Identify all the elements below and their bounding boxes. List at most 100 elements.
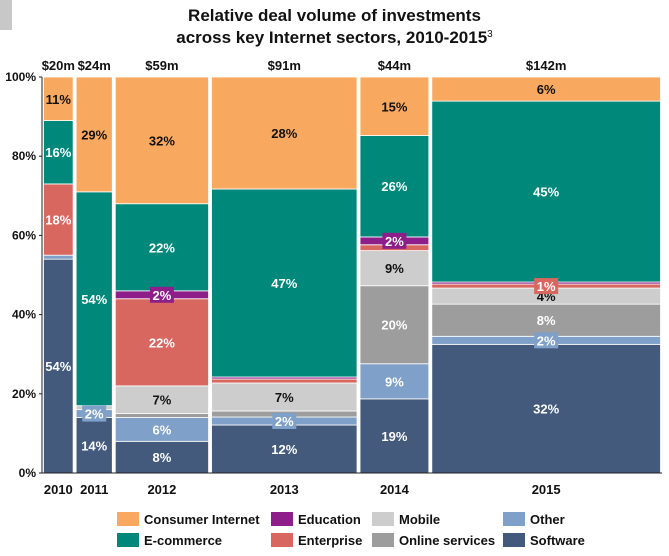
segment-enterprise-2012	[114, 298, 209, 387]
label-badge-other-2013	[272, 413, 297, 429]
segment-e-commerce-2015	[431, 100, 661, 283]
value-label-software-2015: 32%	[533, 402, 559, 417]
value-label-e-commerce-2010: 16%	[45, 145, 71, 160]
legend-swatch-software	[503, 533, 525, 547]
segment-mobile-2013	[211, 382, 358, 412]
legend-swatch-consumer-internet	[117, 512, 139, 526]
legend-swatch-e-commerce	[117, 533, 139, 547]
value-label-other-2012: 6%	[153, 422, 172, 437]
value-label-enterprise-2015: 1%	[537, 279, 556, 294]
column-total-2015: $142m	[526, 58, 566, 73]
title-footnote: 3	[487, 29, 493, 40]
segment-other-2014	[359, 363, 430, 400]
legend-label-software: Software	[530, 533, 585, 548]
segment-mobile-2014	[359, 250, 430, 287]
value-label-other-2014: 9%	[385, 374, 404, 389]
value-label-software-2010: 54%	[45, 359, 71, 374]
value-label-consumer-internet-2010: 11%	[46, 92, 72, 107]
value-label-enterprise-2010: 18%	[45, 213, 71, 228]
legend-label-other: Other	[530, 512, 565, 527]
legend-label-mobile: Mobile	[399, 512, 440, 527]
legend-label-enterprise: Enterprise	[298, 533, 362, 548]
segment-enterprise-2013	[211, 378, 358, 384]
segment-online-services-2015	[431, 303, 661, 337]
value-label-enterprise-2012: 22%	[149, 335, 175, 350]
legend-swatch-education	[271, 512, 293, 526]
value-label-other-2011: 2%	[85, 407, 104, 422]
segment-mobile-2012	[114, 385, 209, 415]
value-label-e-commerce-2011: 54%	[81, 292, 107, 307]
value-label-mobile-2013: 7%	[275, 390, 294, 405]
value-label-consumer-internet-2011: 29%	[81, 127, 107, 142]
column-total-2010: $20m	[42, 58, 75, 73]
value-label-consumer-internet-2015: 6%	[537, 82, 556, 97]
segment-consumer-internet-2013	[211, 76, 358, 190]
value-label-e-commerce-2012: 22%	[149, 240, 175, 255]
column-total-2011: $24m	[78, 58, 111, 73]
value-label-mobile-2014: 9%	[385, 261, 404, 276]
segment-consumer-internet-2012	[114, 76, 209, 205]
label-badge-other-2011	[82, 405, 107, 422]
x-tick-label-2011: 2011	[80, 482, 108, 497]
segment-software-2013	[211, 424, 358, 474]
x-tick-label-2013: 2013	[270, 482, 299, 497]
y-tick-label: 40%	[12, 308, 36, 322]
legend-swatch-online-services	[372, 533, 394, 547]
value-label-software-2012: 8%	[153, 450, 172, 465]
value-label-online-services-2015: 8%	[537, 313, 556, 328]
legend-swatch-enterprise	[271, 533, 293, 547]
segment-e-commerce-2013	[211, 188, 358, 378]
label-badge-other-2015	[534, 332, 559, 349]
value-label-other-2013: 2%	[275, 414, 294, 429]
x-tick-label-2010: 2010	[44, 482, 73, 497]
column-total-2013: $91m	[268, 58, 301, 73]
segment-enterprise-2010	[43, 183, 74, 256]
segment-software-2011	[75, 417, 113, 474]
y-tick-label: 20%	[12, 387, 36, 401]
segment-consumer-internet-2010	[43, 76, 74, 121]
column-total-2014: $44m	[378, 58, 411, 73]
legend-label-education: Education	[298, 512, 361, 527]
segment-consumer-internet-2014	[359, 76, 430, 136]
segment-e-commerce-2010	[43, 120, 74, 185]
legend-swatch-other	[503, 512, 525, 526]
value-label-other-2015: 2%	[537, 333, 556, 348]
value-label-software-2011: 14%	[81, 438, 107, 453]
value-label-mobile-2012: 7%	[153, 393, 172, 408]
value-label-consumer-internet-2014: 15%	[381, 99, 407, 114]
label-badge-education-2012	[149, 286, 174, 303]
corner-tab	[0, 0, 12, 30]
value-label-consumer-internet-2013: 28%	[271, 126, 297, 141]
chart-title-line2: across key Internet sectors, 2010-20153	[0, 25, 669, 48]
x-tick-label-2014: 2014	[380, 482, 410, 497]
legend-label-e-commerce: E-commerce	[144, 533, 222, 548]
segment-online-services-2012	[114, 413, 209, 418]
value-label-e-commerce-2015: 45%	[533, 185, 559, 200]
y-tick-label: 80%	[12, 149, 36, 163]
column-total-2012: $59m	[145, 58, 178, 73]
segment-online-services-2014	[359, 285, 430, 365]
value-label-online-services-2014: 20%	[381, 318, 407, 333]
value-label-software-2014: 19%	[381, 429, 407, 444]
value-label-e-commerce-2014: 26%	[381, 179, 407, 194]
x-tick-label-2015: 2015	[532, 482, 561, 497]
value-label-education-2014: 2%	[385, 234, 404, 249]
segment-consumer-internet-2011	[75, 76, 113, 193]
y-tick-label: 60%	[12, 228, 36, 242]
chart-title-line1: Relative deal volume of investments	[188, 6, 481, 25]
legend-label-online-services: Online services	[399, 533, 495, 548]
segment-software-2015	[431, 343, 661, 474]
legend-label-consumer-internet: Consumer Internet	[144, 512, 260, 527]
y-tick-label: 0%	[19, 466, 37, 480]
segment-e-commerce-2011	[75, 191, 113, 407]
label-badge-enterprise-2015	[534, 278, 559, 295]
chart-title-line2-text: across key Internet sectors, 2010-2015	[176, 28, 488, 47]
value-label-education-2012: 2%	[153, 288, 172, 303]
value-label-consumer-internet-2012: 32%	[149, 133, 175, 148]
segment-consumer-internet-2015	[431, 76, 661, 102]
y-tick-label: 100%	[5, 70, 36, 84]
value-label-e-commerce-2013: 47%	[271, 276, 297, 291]
x-tick-label-2012: 2012	[147, 482, 176, 497]
value-label-software-2013: 12%	[271, 442, 297, 457]
